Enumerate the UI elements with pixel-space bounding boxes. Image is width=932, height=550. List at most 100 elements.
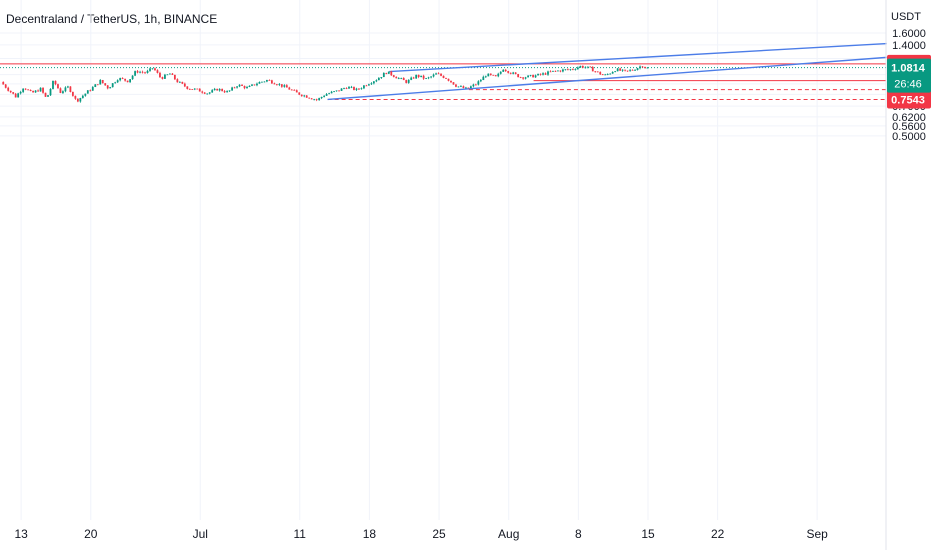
candle-body — [377, 78, 380, 81]
candle-body — [422, 75, 425, 79]
candle-body — [455, 84, 457, 87]
candle-body — [557, 70, 559, 72]
candle-body — [213, 88, 216, 91]
candle-body — [315, 99, 318, 101]
candle-body — [380, 77, 383, 79]
candle-body — [273, 83, 276, 85]
candle-body — [223, 91, 226, 93]
candle-body — [504, 69, 507, 72]
x-tick-label: 11 — [294, 527, 307, 541]
candle-body — [67, 86, 69, 88]
x-tick-label: 25 — [432, 527, 446, 541]
x-tick-label: 22 — [711, 527, 725, 541]
candle-body — [44, 92, 47, 97]
candle-body — [360, 88, 363, 90]
candle-body — [280, 84, 283, 87]
candle-body — [173, 74, 176, 80]
candle-body — [186, 86, 189, 89]
candle-body — [266, 80, 268, 82]
candle-body — [353, 86, 355, 90]
candle-body — [136, 71, 139, 73]
candle-body — [539, 73, 542, 75]
candle-body — [12, 92, 15, 94]
candle-body — [24, 88, 27, 90]
candle-body — [211, 90, 214, 93]
candle-body — [333, 91, 335, 92]
candle-body — [581, 65, 584, 68]
candle-body — [226, 91, 229, 93]
candle-body — [176, 79, 179, 83]
candle-body — [121, 78, 124, 79]
candle-body — [328, 93, 331, 95]
candle-body — [544, 73, 547, 75]
candle-body — [42, 87, 44, 93]
candle-body — [519, 77, 522, 78]
candle-body — [420, 75, 423, 77]
candle-body — [119, 78, 122, 81]
candle-body — [201, 91, 204, 93]
candle-body — [479, 80, 482, 82]
candle-body — [74, 95, 77, 99]
candle-body — [241, 84, 243, 86]
candle-body — [502, 69, 505, 72]
candle-body — [54, 80, 57, 85]
chart-title: Decentraland / TetherUS, 1h, BINANCE — [6, 12, 218, 26]
candle-body — [243, 85, 246, 89]
time-axis[interactable]: 13 20 Jul 11 18 25 Aug 8 15 22 Sep — [14, 527, 828, 541]
candle-body — [549, 71, 552, 73]
candle-body — [392, 75, 395, 77]
candle-body — [634, 70, 636, 71]
candle-body — [251, 84, 253, 86]
candle-body — [629, 69, 631, 71]
candle-body — [104, 83, 107, 86]
candle-body — [599, 72, 602, 75]
candle-body — [89, 90, 92, 92]
candle-body — [524, 77, 527, 79]
candle-body — [141, 71, 144, 73]
candle-body — [552, 70, 554, 72]
candle-body — [474, 84, 477, 86]
candle-body — [236, 86, 238, 88]
x-tick-label: 18 — [363, 527, 377, 541]
candle-body — [79, 97, 82, 102]
candle-body — [139, 71, 141, 73]
candle-body — [253, 84, 256, 86]
candle-body — [462, 86, 465, 89]
current-price-tag — [887, 58, 931, 93]
candle-body — [355, 88, 358, 90]
candle-body — [231, 87, 233, 91]
candle-body — [124, 78, 127, 81]
candle-body — [96, 84, 99, 86]
candle-body — [203, 92, 206, 94]
candle-body — [144, 72, 146, 74]
candle-body — [571, 69, 574, 71]
candle-body — [99, 80, 102, 85]
candle-body — [34, 90, 37, 93]
candle-body — [106, 85, 109, 89]
candle-body — [574, 69, 577, 71]
candle-body — [494, 75, 497, 77]
candle-body — [397, 78, 400, 79]
x-tick-label: 13 — [14, 527, 28, 541]
candle-body — [522, 77, 525, 79]
candle-body — [437, 73, 440, 75]
candle-body — [358, 88, 360, 90]
candle-body — [457, 86, 460, 88]
candle-body — [631, 69, 634, 71]
candle-body — [308, 97, 311, 99]
candle-body — [594, 71, 597, 73]
candle-body — [445, 77, 447, 79]
candle-body — [589, 66, 592, 68]
candle-body — [69, 86, 72, 92]
candle-body — [644, 66, 646, 69]
candle-body — [305, 95, 308, 98]
candle-body — [270, 80, 273, 84]
candle-body — [442, 75, 445, 78]
candle-body — [238, 84, 241, 87]
level-price-label: 0.7543 — [891, 95, 925, 107]
candle-body — [345, 88, 348, 89]
candle-body — [303, 95, 306, 97]
candle-body — [62, 91, 64, 93]
